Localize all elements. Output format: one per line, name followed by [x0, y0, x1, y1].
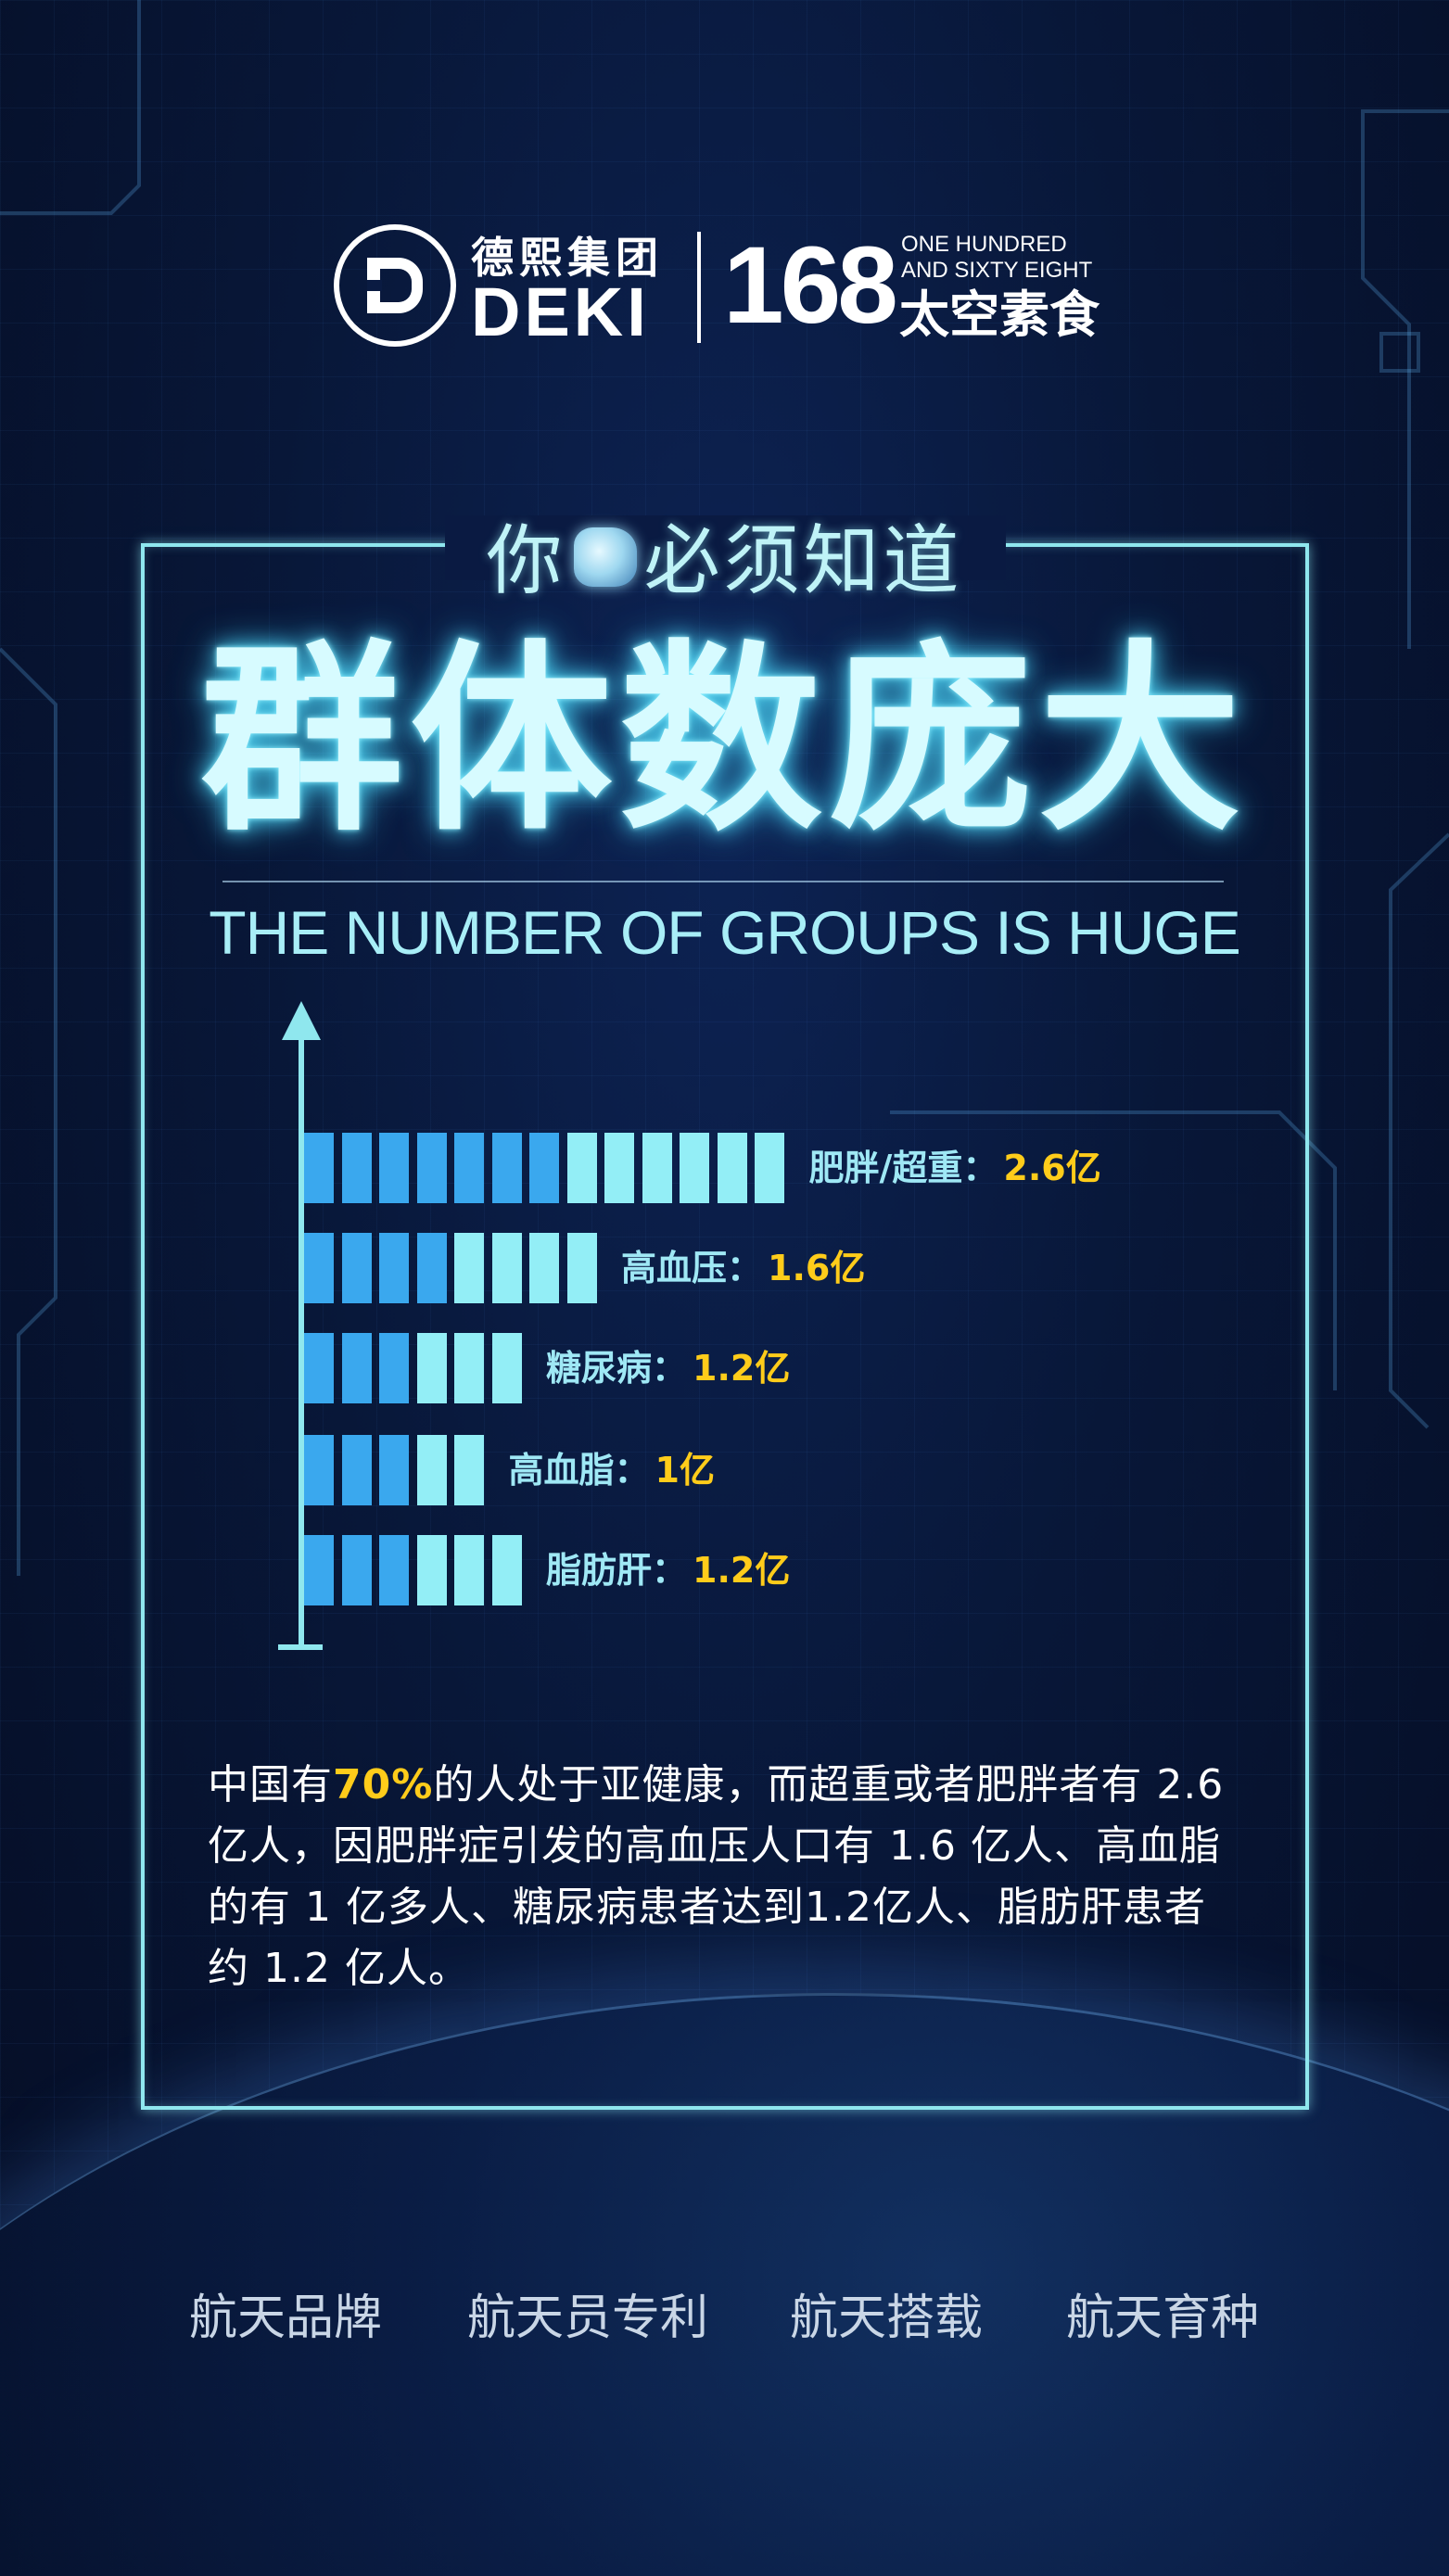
bar-segment	[416, 1233, 447, 1303]
bar-segment	[304, 1435, 334, 1505]
bar-segment	[379, 1333, 409, 1403]
bar-segment	[454, 1435, 484, 1505]
bar-category-label: 高血压：	[621, 1248, 763, 1288]
bar-value-label: 1.2亿	[693, 1348, 791, 1389]
bar-label: 糖尿病： 1.2亿	[546, 1339, 790, 1398]
bar-label: 高血压： 1.6亿	[621, 1238, 865, 1298]
deki-logo-mark-icon	[334, 224, 456, 347]
paragraph-highlight: 70%	[333, 1761, 434, 1808]
bar-segment	[717, 1133, 747, 1203]
paragraph-post: 的人处于亚健康，而超重或者肥胖者有 2.6 亿人，因肥胖症引发的高血压人口有 1…	[208, 1761, 1225, 1992]
bar-segment	[304, 1535, 334, 1605]
brand-sub-line1: ONE HUNDRED	[901, 232, 1067, 257]
bar-segment	[341, 1133, 372, 1203]
bar-label: 肥胖/超重： 2.6亿	[809, 1138, 1101, 1198]
kicker-before: 你	[486, 517, 566, 605]
bar-segment	[454, 1233, 484, 1303]
bar-label: 脂肪肝： 1.2亿	[546, 1541, 790, 1600]
bar-category-label: 肥胖/超重：	[808, 1148, 998, 1188]
bar-segment	[454, 1535, 484, 1605]
bar-value-label: 1.6亿	[768, 1248, 866, 1288]
bar-segment	[304, 1133, 334, 1203]
axis-line	[299, 1029, 304, 1650]
nav-item-carry: 航天搭载	[790, 2290, 984, 2346]
bar-segment	[491, 1333, 522, 1403]
bar-category-label: 糖尿病：	[546, 1348, 688, 1389]
bar-segment	[341, 1233, 372, 1303]
brand-number: 168	[723, 224, 898, 347]
bar-segment	[304, 1333, 334, 1403]
bar-segment	[680, 1133, 709, 1203]
headline: 群体数庞大	[200, 624, 1249, 858]
axis-foot	[278, 1644, 323, 1650]
bar-segment	[566, 1133, 597, 1203]
bar-segment	[416, 1333, 447, 1403]
bar-segment	[341, 1333, 372, 1403]
kicker-after: 必须知道	[643, 517, 963, 605]
nav-item-patent: 航天员专利	[467, 2290, 709, 2346]
brand-sub-line2: AND SIXTY EIGHT	[901, 258, 1093, 283]
bar-segment	[491, 1233, 522, 1303]
bar-category-label: 脂肪肝：	[546, 1550, 688, 1591]
bar-segment	[379, 1233, 409, 1303]
bar-segment	[416, 1133, 447, 1203]
bar-value-label: 1亿	[655, 1450, 715, 1491]
fist-icon	[566, 522, 644, 596]
logo-divider	[697, 232, 701, 343]
bar-segment	[604, 1133, 634, 1203]
bar-segment	[379, 1535, 409, 1605]
headline-divider	[222, 881, 1224, 882]
paragraph-pre: 中国有	[208, 1761, 333, 1808]
brand-cn-name: 德熙集团	[471, 233, 664, 283]
brand-logo: 德熙集团 DEKI 168 ONE HUNDRED AND SIXTY EIGH…	[334, 221, 1131, 350]
bar-segment	[642, 1133, 672, 1203]
bar-label: 高血脂： 1亿	[509, 1440, 715, 1500]
footer-nav: 航天品牌 航天员专利 航天搭载 航天育种	[0, 2278, 1449, 2353]
brand-sub-cn: 太空素食	[899, 286, 1099, 344]
bar-segment	[341, 1535, 372, 1605]
bar-segment	[454, 1133, 484, 1203]
bar-segment	[341, 1435, 372, 1505]
bar-value-label: 1.2亿	[693, 1550, 791, 1591]
bar-segment	[529, 1233, 559, 1303]
nav-item-brand: 航天品牌	[189, 2290, 383, 2346]
kicker-title: 你必须知道	[0, 499, 1449, 609]
bar-segment	[491, 1133, 522, 1203]
subhead: THE NUMBER OF GROUPS IS HUGE	[209, 898, 1240, 967]
bar-chart: 肥胖/超重： 2.6亿 高血压： 1.6亿 糖尿病： 1.2亿 高血脂： 1亿 脂肪肝： 1.2亿	[278, 1001, 1298, 1669]
bar-category-label: 高血脂：	[508, 1450, 650, 1491]
bar-segment	[379, 1435, 409, 1505]
bar-segment	[304, 1233, 334, 1303]
bar-segment	[379, 1133, 409, 1203]
description-paragraph: 中国有70%的人处于亚健康，而超重或者肥胖者有 2.6 亿人，因肥胖症引发的高血…	[208, 1755, 1246, 1999]
bar-segment	[566, 1233, 597, 1303]
bar-segment	[416, 1435, 447, 1505]
bar-segment	[491, 1535, 522, 1605]
bar-segment	[416, 1535, 447, 1605]
bar-segment	[454, 1333, 484, 1403]
brand-en-name: DEKI	[471, 273, 650, 350]
bar-value-label: 2.6亿	[1003, 1148, 1101, 1188]
bar-segment	[529, 1133, 559, 1203]
bar-segment	[755, 1133, 784, 1203]
nav-item-breeding: 航天育种	[1066, 2290, 1260, 2346]
